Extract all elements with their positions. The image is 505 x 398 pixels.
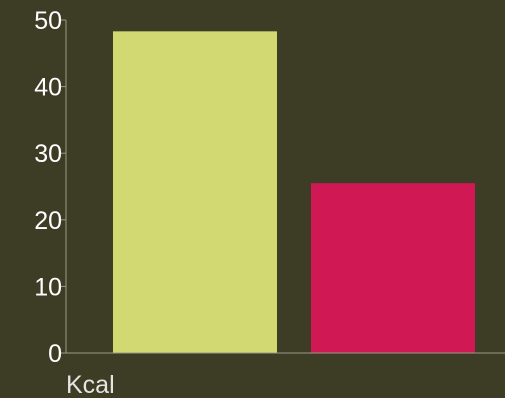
y-tick-label: 40 — [34, 74, 62, 102]
y-axis: 0 10 20 30 40 50 — [34, 7, 66, 368]
y-tick-label: 0 — [48, 340, 62, 368]
bar-series — [113, 31, 475, 354]
bar-1 — [113, 31, 277, 354]
y-tick-label: 20 — [34, 207, 62, 235]
y-tick-label: 10 — [34, 273, 62, 301]
bar-2 — [311, 183, 475, 353]
y-tick-label: 50 — [34, 7, 62, 35]
y-tick-label: 30 — [34, 140, 62, 168]
x-axis-label: Kcal — [66, 371, 115, 398]
